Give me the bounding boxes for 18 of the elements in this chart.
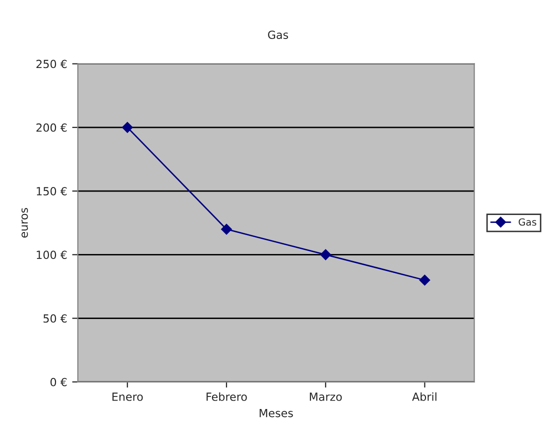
y-tick-label: 0 € [50,378,67,386]
y-tick-label: 150 € [36,187,67,196]
point [221,224,232,235]
y-tick-label: 200 € [36,123,67,132]
y-axis-title: euros [22,208,28,238]
y-tick-label: 250 € [36,60,67,68]
x-tick-label: Abril [412,392,436,401]
point [122,122,133,133]
y-tick-label: 50 € [44,314,67,323]
chart-title: Gas [268,30,288,39]
legend-label: Gas [518,218,536,226]
y-tick-label: 100 € [36,250,67,260]
point [419,274,430,286]
x-axis-title: Meses [260,408,293,418]
x-tick-label: Marzo [310,392,342,401]
x-tick-label: Enero [112,392,143,401]
point [320,249,332,260]
x-tick-label: Febrero [206,392,247,401]
